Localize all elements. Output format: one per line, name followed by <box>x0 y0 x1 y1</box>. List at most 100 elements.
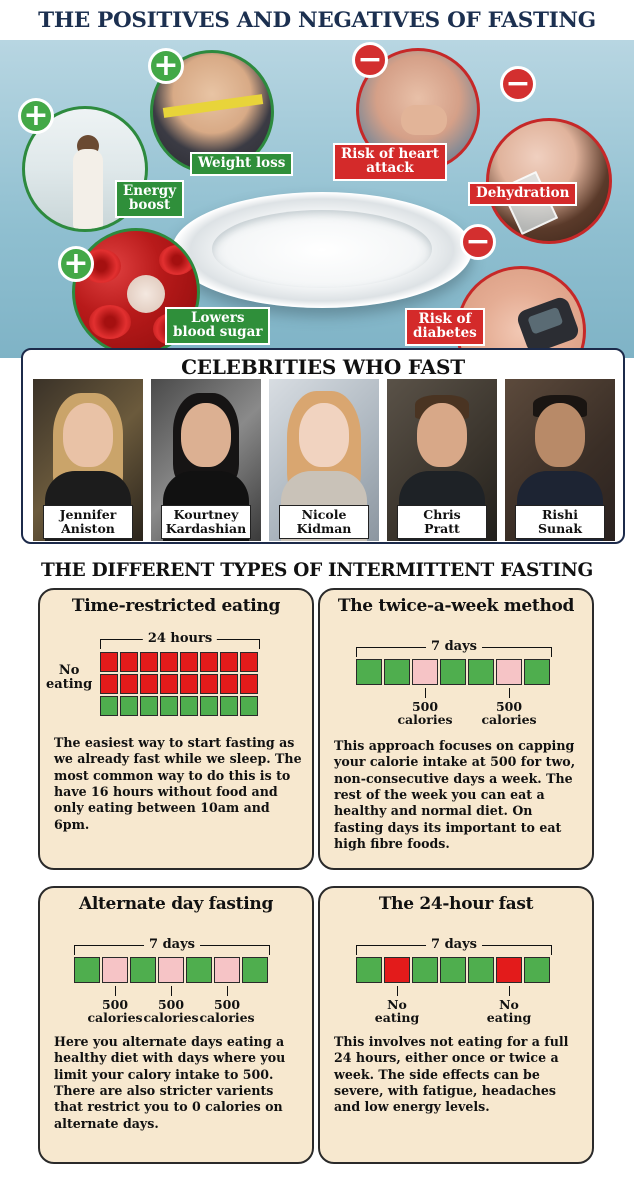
low-calorie-day <box>496 659 522 685</box>
span-label: 7 days <box>356 937 552 955</box>
fasting-types-title: THE DIFFERENT TYPES OF INTERMITTENT FAST… <box>41 560 593 581</box>
card-time-restricted-eating: Time-restricted eating 24 hours No eatin… <box>38 588 314 870</box>
week-days-row <box>356 659 550 685</box>
eating-day <box>356 659 382 685</box>
celebrity-name: Kourtney Kardashian <box>161 505 251 539</box>
celebrity-photo: Chris Pratt <box>387 379 497 541</box>
week-days-row <box>74 957 268 983</box>
no-eating-hour-block <box>160 652 178 672</box>
no-eating-hour-block <box>200 674 218 694</box>
low-calorie-day <box>214 957 240 983</box>
card-description: This involves not eating for a full 24 h… <box>334 1034 569 1115</box>
day-annotation: 500 calories <box>136 986 206 1024</box>
eating-day <box>130 957 156 983</box>
card-title: Time-restricted eating <box>71 596 281 616</box>
plus-icon: + <box>58 246 94 282</box>
card-twice-a-week: The twice-a-week method 7 days This appr… <box>318 588 594 870</box>
negative-label-dehydration: Dehydration <box>468 182 578 206</box>
eating-day <box>412 957 438 983</box>
no-eating-hour-block <box>220 652 238 672</box>
celebrity-photo: Nicole Kidman <box>269 379 379 541</box>
card-title: The twice-a-week method <box>337 596 575 616</box>
empty-plate-image <box>172 192 472 308</box>
minus-icon: − <box>352 42 388 78</box>
no-eating-hour-block <box>220 674 238 694</box>
no-eating-hour-block <box>100 674 118 694</box>
card-description: The easiest way to start fasting as we a… <box>54 735 302 832</box>
eating-hour-block <box>120 696 138 716</box>
eating-day <box>440 957 466 983</box>
eating-day <box>384 659 410 685</box>
page-header: THE POSITIVES AND NEGATIVES OF FASTING <box>0 0 634 40</box>
eating-hour-block <box>160 696 178 716</box>
no-eating-hour-block <box>240 674 258 694</box>
day-annotation: 500 calories <box>80 986 150 1024</box>
no-eating-hour-block <box>180 674 198 694</box>
eating-day <box>186 957 212 983</box>
day-annotation: 500 calories <box>192 986 262 1024</box>
eating-hour-block <box>200 696 218 716</box>
hours-grid <box>100 652 258 716</box>
eating-day <box>468 659 494 685</box>
eating-hour-block <box>240 696 258 716</box>
no-eating-hour-block <box>140 652 158 672</box>
card-24-hour-fast: The 24-hour fast 7 days This involves no… <box>318 886 594 1164</box>
low-calorie-day <box>102 957 128 983</box>
celebrity-name: Chris Pratt <box>397 505 487 539</box>
week-days-row <box>356 957 550 983</box>
eating-day <box>524 957 550 983</box>
card-title: The 24-hour fast <box>378 894 534 914</box>
minus-icon: − <box>500 66 536 102</box>
eating-day <box>356 957 382 983</box>
celebrity-name: Nicole Kidman <box>279 505 369 539</box>
no-eating-hour-block <box>120 652 138 672</box>
no-eating-day <box>384 957 410 983</box>
positive-label-weight-loss: Weight loss <box>190 152 294 176</box>
celebrities-title: CELEBRITIES WHO FAST <box>181 355 465 379</box>
span-label: 7 days <box>74 937 270 955</box>
eating-hour-block <box>220 696 238 716</box>
celebrity-photo: Jennifer Aniston <box>33 379 143 541</box>
no-eating-day <box>496 957 522 983</box>
day-annotation: No eating <box>474 986 544 1024</box>
day-annotation: 500 calories <box>390 688 460 726</box>
no-eating-hour-block <box>200 652 218 672</box>
celebrity-photo: Kourtney Kardashian <box>151 379 261 541</box>
plus-icon: + <box>18 98 54 134</box>
eating-day <box>74 957 100 983</box>
no-eating-hour-block <box>100 652 118 672</box>
day-annotation: 500 calories <box>474 688 544 726</box>
day-annotation: No eating <box>362 986 432 1024</box>
eating-hour-block <box>180 696 198 716</box>
eating-day <box>242 957 268 983</box>
minus-icon: − <box>460 224 496 260</box>
card-description: This approach focuses on capping your ca… <box>334 738 576 852</box>
card-alternate-day-fasting: Alternate day fasting 7 days Here you al… <box>38 886 314 1164</box>
eating-hour-block <box>100 696 118 716</box>
celebrity-name: Jennifer Aniston <box>43 505 133 539</box>
dehydration-photo <box>486 118 612 244</box>
celebrity-name: Rishi Sunak <box>515 505 605 539</box>
low-calorie-day <box>158 957 184 983</box>
negative-label-diabetes: Risk of diabetes <box>405 308 485 346</box>
no-eating-hour-block <box>240 652 258 672</box>
positive-label-energy-boost: Energy boost <box>115 180 185 218</box>
eating-hour-block <box>140 696 158 716</box>
span-label: 7 days <box>356 639 552 657</box>
no-eating-hour-block <box>120 674 138 694</box>
eating-day <box>524 659 550 685</box>
eating-day <box>440 659 466 685</box>
card-description: Here you alternate days eating a healthy… <box>54 1034 286 1131</box>
celebrity-photo: Rishi Sunak <box>505 379 615 541</box>
fasting-pros-cons-illustration: + Weight loss + Energy boost + Lowers bl… <box>0 40 634 396</box>
page-title: THE POSITIVES AND NEGATIVES OF FASTING <box>38 7 596 33</box>
no-eating-hour-block <box>160 674 178 694</box>
celebrities-panel: CELEBRITIES WHO FAST Jennifer Aniston Kou… <box>21 348 625 544</box>
negative-label-heart-attack: Risk of heart attack <box>333 143 448 181</box>
low-calorie-day <box>412 659 438 685</box>
eating-day <box>468 957 494 983</box>
no-eating-label: No eating <box>46 663 93 692</box>
no-eating-hour-block <box>140 674 158 694</box>
span-label: 24 hours <box>100 631 260 649</box>
positive-label-blood-sugar: Lowers blood sugar <box>165 307 271 345</box>
